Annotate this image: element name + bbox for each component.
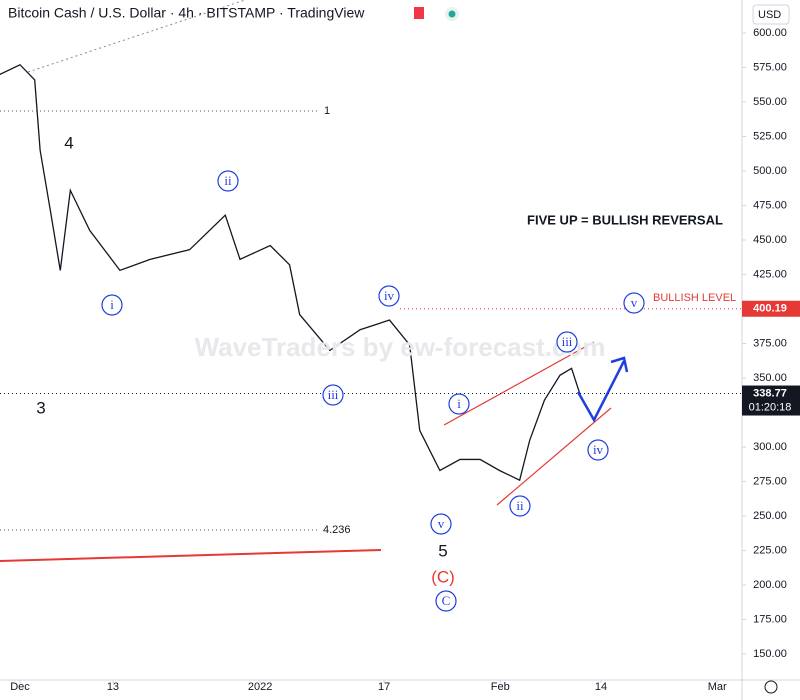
y-tick-label: 150.00 [753,648,787,660]
bullish-level-box [742,300,800,317]
y-tick-label: 475.00 [753,199,787,211]
flag-icon [414,7,424,19]
y-tick-label: 425.00 [753,268,787,280]
trend-line [27,0,246,73]
last-price-value: 338.77 [753,387,787,399]
currency[interactable]: USD [758,9,781,21]
y-tick-label: 275.00 [753,475,787,487]
x-tick-label: Mar [708,681,727,693]
wave-circle [435,590,457,612]
wave-circle [623,292,645,314]
annotation: FIVE UP = BULLISH REVERSAL [527,212,723,227]
x-tick-label: 17 [378,681,390,693]
y-tick-label: 375.00 [753,337,787,349]
countdown: 01:20:18 [749,401,792,413]
wave-label: 4 [64,133,73,152]
x-tick-label: Feb [491,681,510,693]
y-tick-label: 225.00 [753,544,787,556]
wave-label-circled: C [442,593,451,608]
wave-circle [322,384,344,406]
chart-title: Bitcoin Cash / U.S. Dollar · 4h · BITSTA… [8,5,365,21]
wave-circle [448,393,470,415]
wave-circle [509,495,531,517]
wave-label: (C) [431,567,455,586]
wave-circle [217,170,239,192]
y-tick-label: 575.00 [753,61,787,73]
wave-label-circled: ii [516,498,524,513]
wave-circle [556,331,578,353]
wave-label-circled: iii [328,387,339,402]
red-line [0,549,382,562]
wave-label: 5 [438,541,447,560]
y-tick-label: 600.00 [753,27,787,39]
wave-circle [378,285,400,307]
wave-label-circled: iii [562,334,573,349]
wave-circle [430,513,452,535]
bullish-level-value: 400.19 [753,303,787,315]
y-tick-label: 175.00 [753,613,787,625]
wave-circle [587,439,609,461]
wave-label-circled: v [438,516,445,531]
y-tick-label: 550.00 [753,96,787,108]
arrow-head [610,356,629,373]
currency-button[interactable] [752,4,790,25]
channel-line [496,407,612,506]
bullish-level-label: BULLISH LEVEL [653,292,736,304]
wave-label-circled: i [110,297,114,312]
y-tick-label: 350.00 [753,372,787,384]
status-dot [448,10,456,18]
wave-label-circled: i [457,396,461,411]
x-tick-label: 2022 [248,681,272,693]
x-tick-label: 13 [107,681,119,693]
wave-label-circled: iv [384,288,395,303]
fib-label: 4.236 [323,524,351,536]
watermark: WaveTraders by ew-forecast.com [195,332,606,362]
wave-label: 3 [36,398,45,417]
y-tick-label: 300.00 [753,441,787,453]
wave-label-circled: ii [224,173,232,188]
x-tick-label: Dec [10,681,30,693]
wave-label-circled: v [631,295,638,310]
price-line [0,63,581,482]
wave-circle [101,294,123,316]
y-tick-label: 250.00 [753,510,787,522]
last-price-box [742,385,800,416]
projection-arrow [576,360,626,423]
y-tick-label: 200.00 [753,579,787,591]
y-tick-label: 525.00 [753,130,787,142]
x-tick-label: 14 [595,681,607,693]
y-tick-label: 500.00 [753,165,787,177]
settings-icon[interactable] [764,680,778,694]
wave-label-circled: iv [593,442,604,457]
fib-label: 1 [324,105,330,117]
channel-line [443,341,595,426]
y-tick-label: 450.00 [753,234,787,246]
